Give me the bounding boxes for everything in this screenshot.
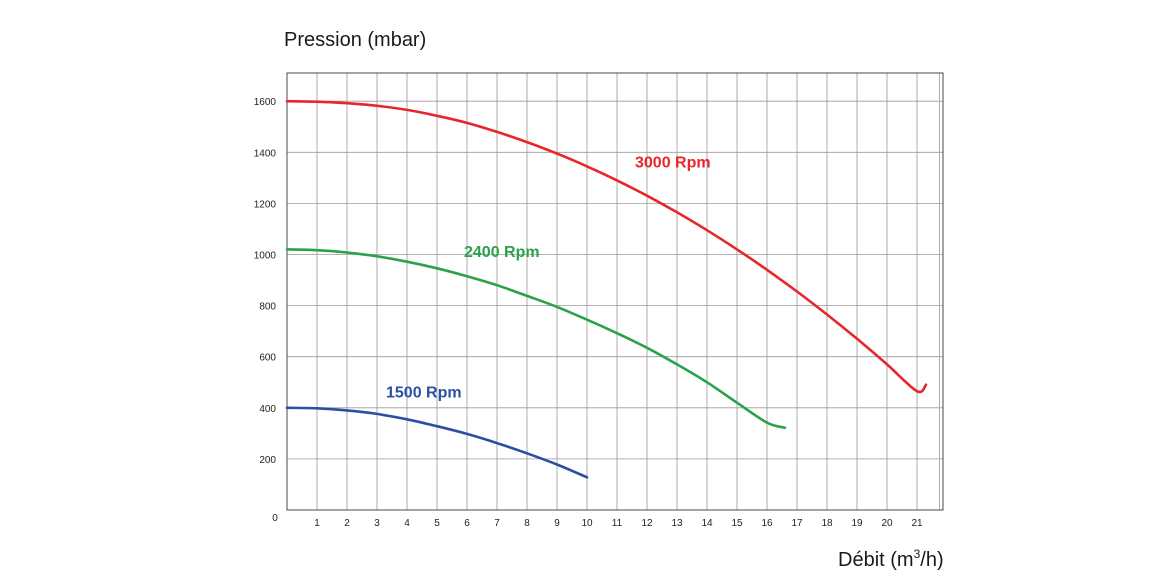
y-tick-label: 1600	[254, 97, 277, 108]
x-tick-label: 7	[494, 518, 500, 529]
x-tick-label: 0	[272, 513, 278, 524]
x-axis-title: Débit (m3/h)	[838, 547, 944, 571]
series-label-1500-rpm: 1500 Rpm	[386, 385, 462, 402]
plot-frame	[286, 72, 944, 511]
x-tick-label: 17	[791, 518, 803, 529]
series-curve-1500-rpm	[285, 406, 589, 479]
x-tick-label: 19	[851, 518, 863, 529]
series-labels: 3000 Rpm 2400 Rpm 1500 Rpm	[386, 155, 711, 402]
series-label-2400-rpm: 2400 Rpm	[464, 244, 540, 261]
series-curve-3000-rpm	[285, 99, 928, 394]
y-tick-label: 400	[259, 404, 276, 415]
x-tick-label: 21	[911, 518, 923, 529]
series-curve-2400-rpm	[285, 248, 787, 429]
y-tick-label: 200	[259, 455, 276, 466]
x-tick-label: 5	[434, 518, 440, 529]
x-tick-label: 14	[701, 518, 713, 529]
x-tick-label: 8	[524, 518, 530, 529]
x-tick-label: 3	[374, 518, 380, 529]
y-tick-label: 1000	[254, 251, 277, 262]
x-tick-label: 4	[404, 518, 410, 529]
y-tick-label: 600	[259, 353, 276, 364]
x-tick-label: 16	[761, 518, 773, 529]
grid	[287, 73, 943, 510]
x-tick-label: 13	[671, 518, 683, 529]
x-tick-label: 11	[612, 518, 623, 529]
x-tick-label: 12	[641, 518, 653, 529]
tick-labels: 0 1 2 3 4 5 6 7 8 9 10 11 12 13 14 15 16 17 18 19 20 21200400…	[254, 97, 923, 529]
y-tick-label: 1400	[254, 148, 277, 159]
x-tick-label: 6	[464, 518, 470, 529]
series-curves	[285, 99, 928, 479]
x-axis-title-superscript: 3	[914, 547, 921, 561]
x-tick-label: 10	[581, 518, 593, 529]
series-label-3000-rpm: 3000 Rpm	[635, 155, 711, 172]
x-axis-title-main: Débit (m	[838, 549, 914, 571]
y-tick-label: 800	[259, 302, 276, 313]
y-axis-title: Pression (mbar)	[284, 29, 426, 51]
x-tick-label: 15	[731, 518, 743, 529]
x-axis-title-end: /h)	[920, 549, 943, 571]
x-tick-label: 9	[554, 518, 560, 529]
y-tick-label: 1200	[254, 199, 277, 210]
x-tick-label: 20	[881, 518, 893, 529]
x-tick-label: 2	[344, 518, 350, 529]
x-tick-label: 1	[314, 518, 320, 529]
x-tick-label: 18	[821, 518, 833, 529]
